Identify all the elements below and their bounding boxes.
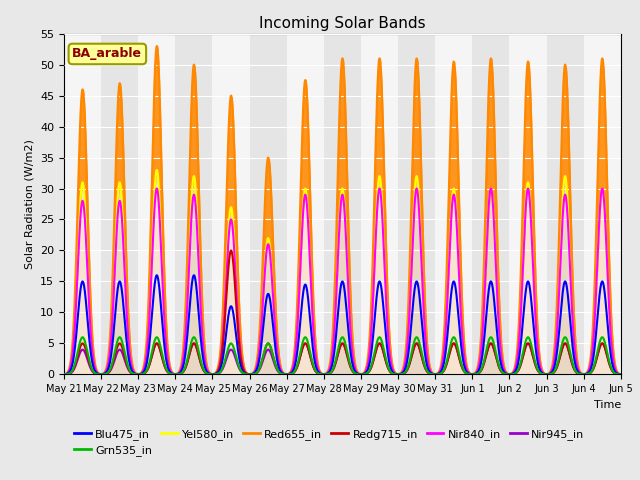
Bar	[101, 34, 138, 374]
Bar	[175, 34, 212, 374]
Bar	[212, 34, 250, 374]
Bar	[361, 34, 398, 374]
Bar	[398, 34, 435, 374]
Title: Incoming Solar Bands: Incoming Solar Bands	[259, 16, 426, 31]
Bar	[584, 34, 621, 374]
Bar	[324, 34, 361, 374]
X-axis label: Time: Time	[593, 400, 621, 409]
Y-axis label: Solar Radiation (W/m2): Solar Radiation (W/m2)	[24, 139, 35, 269]
Bar	[435, 34, 472, 374]
Bar	[472, 34, 509, 374]
Text: BA_arable: BA_arable	[72, 48, 142, 60]
Legend: Blu475_in, Grn535_in, Yel580_in, Red655_in, Redg715_in, Nir840_in, Nir945_in: Blu475_in, Grn535_in, Yel580_in, Red655_…	[70, 424, 589, 460]
Bar	[64, 34, 101, 374]
Bar	[547, 34, 584, 374]
Bar	[250, 34, 287, 374]
Bar	[138, 34, 175, 374]
Bar	[287, 34, 324, 374]
Bar	[509, 34, 547, 374]
